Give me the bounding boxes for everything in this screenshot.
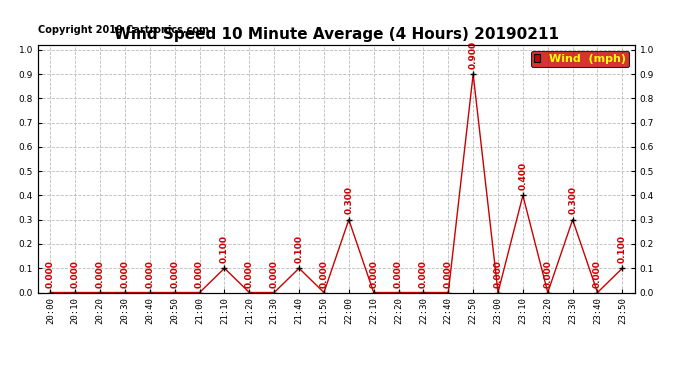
Text: 0.000: 0.000 xyxy=(444,261,453,288)
Text: 0.100: 0.100 xyxy=(618,235,627,262)
Text: 0.900: 0.900 xyxy=(469,40,477,69)
Text: Copyright 2019 Cartronics.com: Copyright 2019 Cartronics.com xyxy=(38,25,209,35)
Text: 0.000: 0.000 xyxy=(270,261,279,288)
Text: 0.300: 0.300 xyxy=(568,186,577,214)
Text: 0.000: 0.000 xyxy=(394,261,403,288)
Text: 0.000: 0.000 xyxy=(369,261,378,288)
Text: 0.000: 0.000 xyxy=(71,261,80,288)
Text: 0.000: 0.000 xyxy=(146,261,155,288)
Text: 0.000: 0.000 xyxy=(195,261,204,288)
Text: 0.000: 0.000 xyxy=(121,261,130,288)
Text: 0.000: 0.000 xyxy=(96,261,105,288)
Text: 0.000: 0.000 xyxy=(419,261,428,288)
Legend: Wind  (mph): Wind (mph) xyxy=(531,51,629,68)
Text: 0.100: 0.100 xyxy=(220,235,229,262)
Text: 0.000: 0.000 xyxy=(593,261,602,288)
Text: 0.000: 0.000 xyxy=(245,261,254,288)
Text: 0.000: 0.000 xyxy=(543,261,552,288)
Text: 0.400: 0.400 xyxy=(518,162,527,190)
Text: 0.000: 0.000 xyxy=(319,261,328,288)
Text: 0.000: 0.000 xyxy=(170,261,179,288)
Text: 0.300: 0.300 xyxy=(344,186,353,214)
Text: 0.000: 0.000 xyxy=(46,261,55,288)
Text: 0.100: 0.100 xyxy=(295,235,304,262)
Text: 0.000: 0.000 xyxy=(493,261,502,288)
Title: Wind Speed 10 Minute Average (4 Hours) 20190211: Wind Speed 10 Minute Average (4 Hours) 2… xyxy=(114,27,559,42)
